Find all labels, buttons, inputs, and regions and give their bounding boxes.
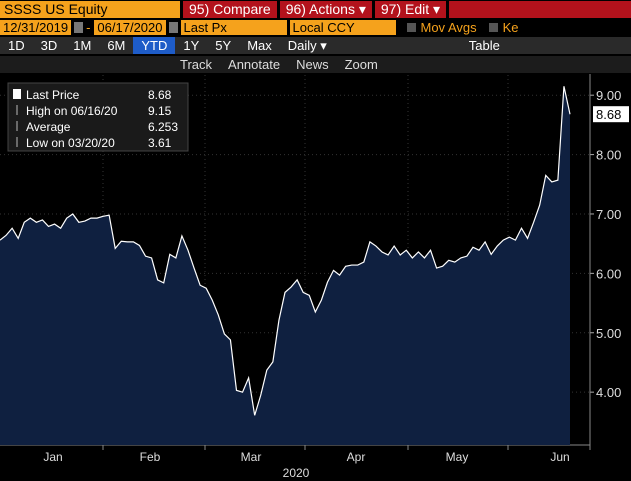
frequency-select[interactable]: Daily ▾ <box>287 38 327 53</box>
header-bar: SSSS US Equity 95) Compare 96) Actions ▾… <box>0 0 631 18</box>
start-date[interactable]: 12/31/2019 <box>0 20 72 35</box>
x-tick-label: Jun <box>550 450 569 464</box>
legend: Last Price 8.68 High on 06/16/20 9.15 Averag… <box>7 82 189 152</box>
ticker[interactable]: SSSS US Equity <box>0 0 180 18</box>
last-price-label: 8.68 <box>596 107 621 122</box>
legend-box <box>7 82 189 152</box>
y-tick-label: 6.00 <box>596 266 621 281</box>
period-button[interactable]: 5Y <box>215 38 232 53</box>
key-checkbox[interactable] <box>488 23 498 32</box>
calendar-icon[interactable] <box>74 22 84 33</box>
legend-value: 3.61 <box>148 136 172 150</box>
y-tick-label: 4.00 <box>596 385 621 400</box>
x-tick-label: Mar <box>241 450 262 464</box>
currency-select[interactable]: Local CCY <box>289 20 396 35</box>
period-button[interactable]: 1Y <box>183 38 200 53</box>
period-button[interactable]: Max <box>247 38 272 53</box>
tool-button[interactable]: Zoom <box>344 57 378 72</box>
date-separator: - <box>86 20 91 35</box>
legend-value: 9.15 <box>148 104 172 118</box>
x-tick-label: Feb <box>140 450 161 464</box>
y-tick-label: 7.00 <box>596 207 621 222</box>
mov-avgs-label: Mov Avgs <box>420 20 477 35</box>
last-price-badge <box>593 106 629 123</box>
legend-value: 8.68 <box>148 88 172 102</box>
legend-label: Last Price <box>26 88 80 102</box>
x-tick-label: May <box>446 450 469 464</box>
x-tick-label: Jan <box>43 450 62 464</box>
x-axis-label: 2020 <box>283 466 310 480</box>
end-date[interactable]: 06/17/2020 <box>94 20 166 35</box>
y-tick-label: 9.00 <box>596 88 621 103</box>
x-tick-label: Apr <box>347 450 366 464</box>
tool-button[interactable]: Annotate <box>228 57 281 72</box>
table-button[interactable]: Table <box>468 38 500 53</box>
period-button[interactable]: 6M <box>107 38 126 53</box>
key-label: Ke <box>502 20 519 35</box>
period-bar: 1D 3D 1M 6M YTD 1Y 5Y Max Daily ▾ Table <box>0 37 631 54</box>
legend-label: High on 06/16/20 <box>26 104 118 118</box>
period-button[interactable]: 3D <box>40 38 58 53</box>
legend-label: Average <box>26 120 71 134</box>
compare-button[interactable]: 95) Compare <box>183 0 277 18</box>
chart-tools: Track Annotate News Zoom <box>0 56 631 73</box>
tool-button[interactable]: Track <box>180 57 213 72</box>
period-button[interactable]: 1D <box>8 38 25 53</box>
field-select[interactable]: Last Px <box>180 20 287 35</box>
area <box>0 86 570 445</box>
actions-button[interactable]: 96) Actions ▾ <box>279 0 372 18</box>
tool-button[interactable]: News <box>296 57 329 72</box>
legend-value: 6.253 <box>148 120 178 134</box>
settings-bar: 12/31/2019 - 06/17/2020 Last Px Local CC… <box>0 19 631 36</box>
header-fill <box>449 0 631 18</box>
period-button[interactable]: 1M <box>73 38 92 53</box>
price-line <box>0 86 571 416</box>
y-tick-label: 8.00 <box>596 148 621 163</box>
edit-button[interactable]: 97) Edit ▾ <box>374 0 447 18</box>
legend-marker <box>13 89 21 99</box>
period-button[interactable]: YTD <box>133 37 176 54</box>
mov-avgs-checkbox[interactable] <box>406 23 416 32</box>
legend-label: Low on 03/20/20 <box>26 136 115 150</box>
chart: 4.00 5.00 6.00 7.00 8.00 9.00 8.68 Jan Feb Mar Apr… <box>0 74 629 480</box>
calendar-icon[interactable] <box>168 22 178 33</box>
chart-icons[interactable] <box>335 37 461 54</box>
y-tick-label: 5.00 <box>596 326 621 341</box>
